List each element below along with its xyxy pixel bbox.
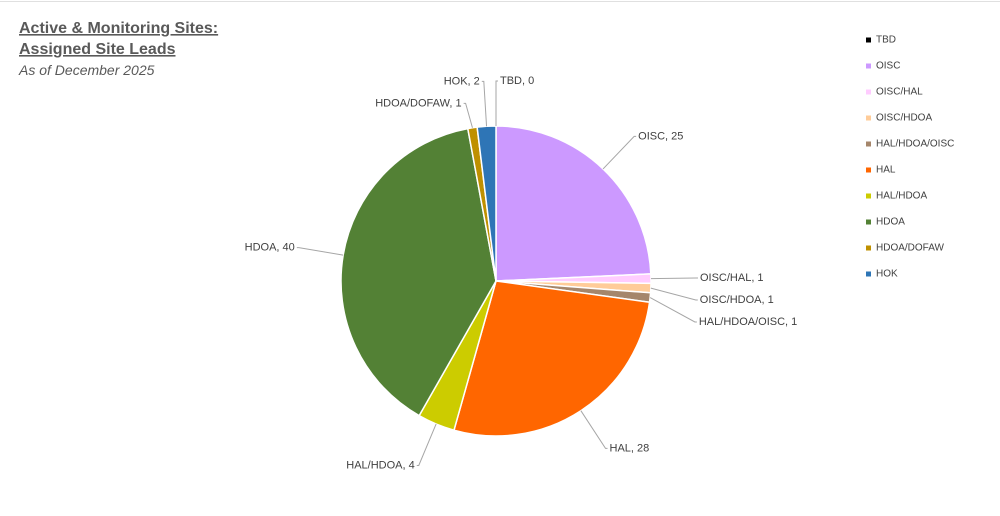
leader-line — [416, 423, 437, 466]
data-label: HAL/HDOA, 4 — [346, 459, 414, 471]
data-label: HAL, 28 — [610, 442, 650, 454]
leader-line — [650, 287, 698, 301]
leader-line — [602, 135, 637, 170]
legend-label: HAL/HDOA — [876, 191, 927, 202]
legend-label: OISC/HDOA — [876, 113, 932, 124]
legend-marker — [866, 141, 871, 147]
legend-label: TBD — [876, 35, 896, 46]
pie-slice — [495, 125, 652, 282]
leader-line — [580, 410, 608, 449]
legend-label: HAL/HDOA/OISC — [876, 139, 954, 150]
leader-line — [650, 277, 698, 280]
chart-title: Active & Monitoring Sites: — [19, 20, 218, 37]
leader-line — [649, 297, 697, 323]
legend-marker — [866, 167, 871, 173]
chart-title: Assigned Site Leads — [19, 41, 176, 58]
legend-marker — [866, 115, 871, 121]
leader-line — [495, 80, 498, 126]
legend-marker — [866, 245, 871, 251]
legend-label: HDOA/DOFAW — [876, 243, 945, 254]
leader-line — [463, 102, 473, 128]
legend-marker — [866, 89, 871, 95]
legend-marker — [866, 37, 871, 43]
data-label: TBD, 0 — [500, 75, 534, 87]
data-label: OISC/HAL, 1 — [700, 272, 764, 284]
legend-marker — [866, 63, 871, 69]
legend-marker — [866, 271, 871, 277]
leader-line — [296, 247, 344, 256]
data-label: OISC, 25 — [638, 130, 683, 142]
legend-label: OISC/HAL — [876, 87, 923, 98]
pie-slice — [340, 127, 497, 417]
data-label: HOK, 2 — [444, 75, 480, 87]
legend-marker — [866, 219, 871, 225]
data-label: HAL/HDOA/OISC, 1 — [699, 316, 797, 328]
legend-label: HAL — [876, 165, 896, 176]
data-label: HDOA/DOFAW, 1 — [375, 97, 461, 109]
leader-line — [481, 80, 488, 127]
data-label: OISC/HDOA, 1 — [700, 294, 774, 306]
legend-marker — [866, 193, 871, 199]
legend-label: OISC — [876, 61, 900, 72]
legend-label: HDOA — [876, 217, 905, 228]
data-label: HDOA, 40 — [245, 242, 295, 254]
chart-subtitle: As of December 2025 — [18, 62, 155, 78]
legend-label: HOK — [876, 269, 898, 280]
